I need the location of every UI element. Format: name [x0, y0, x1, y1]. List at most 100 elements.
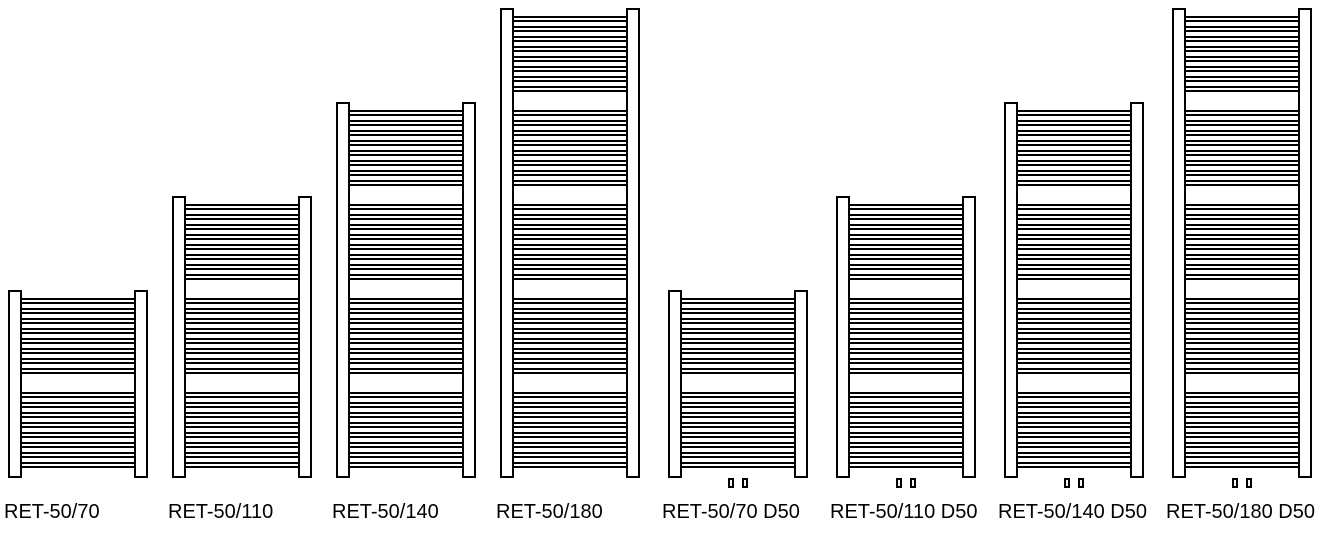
tube — [836, 422, 976, 428]
tube — [668, 348, 808, 354]
tube — [8, 442, 148, 448]
tube — [500, 432, 640, 438]
tube — [836, 338, 976, 344]
tube — [172, 318, 312, 324]
radiator-r5 — [668, 290, 808, 478]
tube-group — [500, 298, 640, 374]
tube — [1172, 244, 1312, 250]
tube — [1172, 298, 1312, 304]
tube — [8, 348, 148, 354]
radiator-r3 — [336, 102, 476, 478]
tube-group — [500, 392, 640, 468]
tube — [500, 204, 640, 210]
tube — [500, 234, 640, 240]
tube — [336, 204, 476, 210]
tube — [336, 254, 476, 260]
tube — [336, 368, 476, 374]
tube — [668, 318, 808, 324]
tube — [500, 274, 640, 280]
tube-group — [336, 110, 476, 186]
tube — [500, 130, 640, 136]
tube — [8, 422, 148, 428]
tube — [172, 462, 312, 468]
tube — [1004, 452, 1144, 458]
tube — [172, 298, 312, 304]
tube — [1004, 170, 1144, 176]
tube — [500, 110, 640, 116]
tube — [336, 392, 476, 398]
tube — [668, 308, 808, 314]
connection-pipe — [1246, 478, 1252, 488]
tube — [336, 328, 476, 334]
right-rail — [1298, 8, 1312, 478]
tube — [500, 442, 640, 448]
tube — [1004, 318, 1144, 324]
center-connection — [896, 478, 916, 488]
tube — [500, 66, 640, 72]
tube — [500, 298, 640, 304]
model-label: RET-50/110 D50 — [830, 501, 978, 524]
radiator-r7 — [1004, 102, 1144, 478]
tube-area — [1004, 110, 1144, 468]
tube — [8, 338, 148, 344]
tube — [8, 358, 148, 364]
tube — [336, 442, 476, 448]
connection-pipe — [728, 478, 734, 488]
tube — [500, 224, 640, 230]
tube — [8, 368, 148, 374]
tube-group — [500, 110, 640, 186]
tube — [668, 452, 808, 458]
tube-group — [1172, 204, 1312, 280]
tube — [172, 348, 312, 354]
tube — [1004, 204, 1144, 210]
tube — [1172, 170, 1312, 176]
tube — [336, 130, 476, 136]
connection-pipe — [1078, 478, 1084, 488]
model-label: RET-50/70 — [4, 501, 100, 524]
tube — [500, 36, 640, 42]
tube — [1172, 56, 1312, 62]
tube — [1172, 274, 1312, 280]
center-connection — [1232, 478, 1252, 488]
tube-group — [836, 392, 976, 468]
tube — [1004, 432, 1144, 438]
tube — [1172, 110, 1312, 116]
connection-pipe — [742, 478, 748, 488]
tube — [1172, 392, 1312, 398]
tube — [1004, 110, 1144, 116]
right-rail — [794, 290, 808, 478]
tube — [500, 358, 640, 364]
left-rail — [668, 290, 682, 478]
tube — [668, 392, 808, 398]
model-label: RET-50/70 D50 — [662, 501, 800, 524]
tube — [500, 348, 640, 354]
tube — [1172, 150, 1312, 156]
tube — [172, 412, 312, 418]
tube — [336, 358, 476, 364]
tube — [172, 234, 312, 240]
tube — [1004, 274, 1144, 280]
tube — [836, 328, 976, 334]
tube — [500, 56, 640, 62]
radiator-r6 — [836, 196, 976, 478]
tube — [336, 412, 476, 418]
tube — [1004, 308, 1144, 314]
tube — [172, 338, 312, 344]
tube — [172, 368, 312, 374]
tube — [500, 140, 640, 146]
tube — [336, 318, 476, 324]
tube-area — [1172, 16, 1312, 468]
tube — [336, 298, 476, 304]
tube-group — [500, 204, 640, 280]
tube — [1172, 462, 1312, 468]
tube — [836, 244, 976, 250]
tube — [836, 348, 976, 354]
tube — [172, 214, 312, 220]
tube — [500, 254, 640, 260]
tube — [1004, 368, 1144, 374]
tube — [500, 214, 640, 220]
tube — [336, 214, 476, 220]
radiator-r4 — [500, 8, 640, 478]
tube — [8, 392, 148, 398]
tube — [500, 180, 640, 186]
